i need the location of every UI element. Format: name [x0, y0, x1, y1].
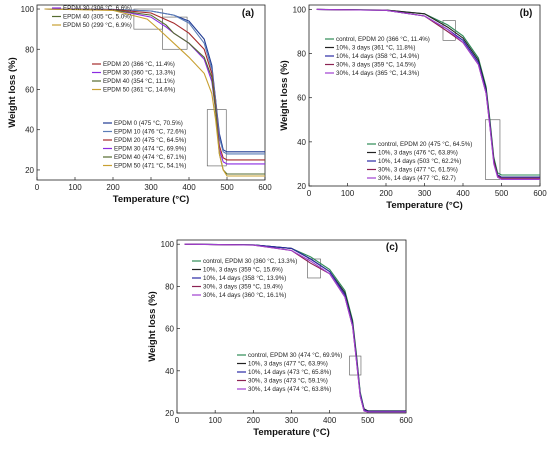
legend-label: 10%, 14 days (358 °C, 13.9%): [203, 275, 286, 282]
y-tick-label: 60: [25, 85, 34, 94]
legend-label: EPDM 0 (475 °C, 70.5%): [114, 120, 183, 127]
x-tick-label: 500: [220, 183, 234, 192]
x-tick-label: 300: [285, 416, 299, 425]
legend-label: control, EPDM 20 (475 °C, 64.5%): [378, 141, 472, 148]
x-tick-label: 200: [379, 189, 393, 198]
y-tick-label: 40: [297, 138, 306, 147]
x-axis-title: Temperature (°C): [113, 194, 189, 205]
legend-label: EPDM 50 (361 °C, 14.6%): [103, 87, 175, 94]
legend-label: 10%, 14 days (503 °C, 62.2%): [378, 158, 461, 165]
legend-label: EPDM 30 (360 °C, 13.3%): [103, 70, 175, 77]
legend-label: control, EPDM 30 (474 °C, 69.9%): [248, 352, 342, 359]
y-tick-label: 60: [165, 325, 174, 334]
legend-label: 30%, 3 days (359 °C, 14.5%): [336, 62, 416, 69]
legend-label: EPDM 50 (299 °C, 6.9%): [63, 22, 132, 29]
legend-label: control, EPDM 30 (360 °C, 13.3%): [203, 258, 297, 265]
x-tick-label: 500: [495, 189, 509, 198]
legend-label: EPDM 20 (475 °C, 64.5%): [114, 137, 186, 144]
y-tick-label: 80: [25, 45, 34, 54]
y-tick-label: 80: [297, 50, 306, 59]
x-tick-label: 300: [418, 189, 432, 198]
series-line-2: [44, 8, 265, 161]
legend-label: 10%, 3 days (476 °C, 63.8%): [378, 150, 458, 157]
x-tick-label: 0: [307, 189, 312, 198]
legend-label: 30%, 14 days (477 °C, 62.7): [378, 175, 456, 182]
y-tick-label: 20: [297, 182, 306, 191]
y-tick-label: 100: [161, 240, 175, 249]
legend-label: 30%, 14 days (365 °C, 14.3%): [336, 70, 419, 77]
y-tick-label: 80: [165, 282, 174, 291]
x-tick-label: 600: [258, 183, 272, 192]
x-tick-label: 300: [144, 183, 158, 192]
legend-label: 10%, 14 days (473 °C, 65.8%): [248, 369, 331, 376]
legend-label: 30%, 14 days (360 °C, 16.1%): [203, 292, 286, 299]
x-axis-title: Temperature (°C): [253, 427, 329, 438]
x-tick-label: 100: [68, 183, 82, 192]
y-tick-label: 60: [297, 94, 306, 103]
legend-label: control, EPDM 20 (366 °C, 11.4%): [336, 36, 430, 43]
legend-label: 30%, 3 days (477 °C, 61.5%): [378, 167, 458, 174]
x-tick-label: 200: [106, 183, 120, 192]
legend-label: 10%, 3 days (361 °C, 11.8%): [336, 45, 415, 52]
series-line-4: [184, 243, 406, 413]
y-tick-label: 40: [25, 126, 34, 135]
legend-label: 30%, 3 days (473 °C, 59.1%): [248, 378, 328, 385]
legend-label: 30%, 14 days (474 °C, 63.8%): [248, 386, 331, 393]
legend-label: EPDM 40 (305 °C, 5.0%): [63, 14, 132, 21]
series-line-1: [44, 8, 265, 155]
x-tick-label: 600: [399, 416, 413, 425]
region-box: [485, 119, 501, 180]
legend-label: EPDM 40 (354 °C, 11.1%): [103, 78, 175, 85]
x-tick-label: 0: [35, 183, 40, 192]
legend-label: 10%, 3 days (359 °C, 15.6%): [203, 267, 283, 274]
y-axis-title: Weight loss (%): [7, 57, 18, 128]
chart-panel-2: 0 100 200 300 400 500 600 20 40 60 80 100 Temperatur…: [147, 239, 413, 438]
legend-label: 30%, 3 days (359 °C, 19.4%): [203, 284, 283, 291]
legend-label: 10%, 14 days (358 °C, 14.9%): [336, 53, 419, 60]
legend-label: EPDM 30 (474 °C, 69.9%): [114, 146, 186, 153]
series-line-4: [316, 8, 540, 180]
panel-label: (a): [242, 8, 254, 19]
x-tick-label: 100: [208, 416, 222, 425]
x-tick-label: 0: [175, 416, 180, 425]
panel-label: (c): [386, 242, 398, 253]
series-line-3: [44, 8, 265, 165]
legend-label: EPDM 50 (471 °C, 54.1%): [114, 163, 186, 170]
x-tick-label: 400: [456, 189, 470, 198]
y-tick-label: 20: [165, 409, 174, 418]
x-tick-label: 500: [361, 416, 375, 425]
y-tick-label: 100: [21, 5, 35, 14]
x-axis-title: Temperature (°C): [386, 200, 462, 211]
x-tick-label: 400: [323, 416, 337, 425]
y-axis-title: Weight loss (%): [279, 60, 290, 131]
legend-label: EPDM 30 (306 °C, 6.6%): [63, 5, 132, 12]
panel-label: (b): [520, 8, 533, 19]
y-tick-label: 20: [25, 166, 34, 175]
legend-label: EPDM 40 (474 °C, 67.1%): [114, 154, 186, 161]
y-tick-label: 40: [165, 367, 174, 376]
chart-panel-0: 0 100 200 300 400 500 600 20 40 60 80 100 Temperatur…: [7, 4, 272, 205]
y-axis-title: Weight loss (%): [147, 291, 158, 362]
legend-label: EPDM 10 (476 °C, 72.6%): [114, 129, 186, 136]
y-tick-label: 100: [293, 5, 307, 14]
x-tick-label: 600: [533, 189, 547, 198]
x-tick-label: 200: [247, 416, 261, 425]
legend-label: 10%, 3 days (477 °C, 63.9%): [248, 361, 328, 368]
series-line-5: [44, 8, 265, 177]
chart-panel-1: 0 100 200 300 400 500 600 20 40 60 80 100 Temperatur…: [279, 4, 547, 211]
region-box: [349, 355, 362, 376]
x-tick-label: 100: [341, 189, 355, 198]
legend-label: EPDM 20 (366 °C, 11.4%): [103, 61, 175, 68]
x-tick-label: 400: [182, 183, 196, 192]
